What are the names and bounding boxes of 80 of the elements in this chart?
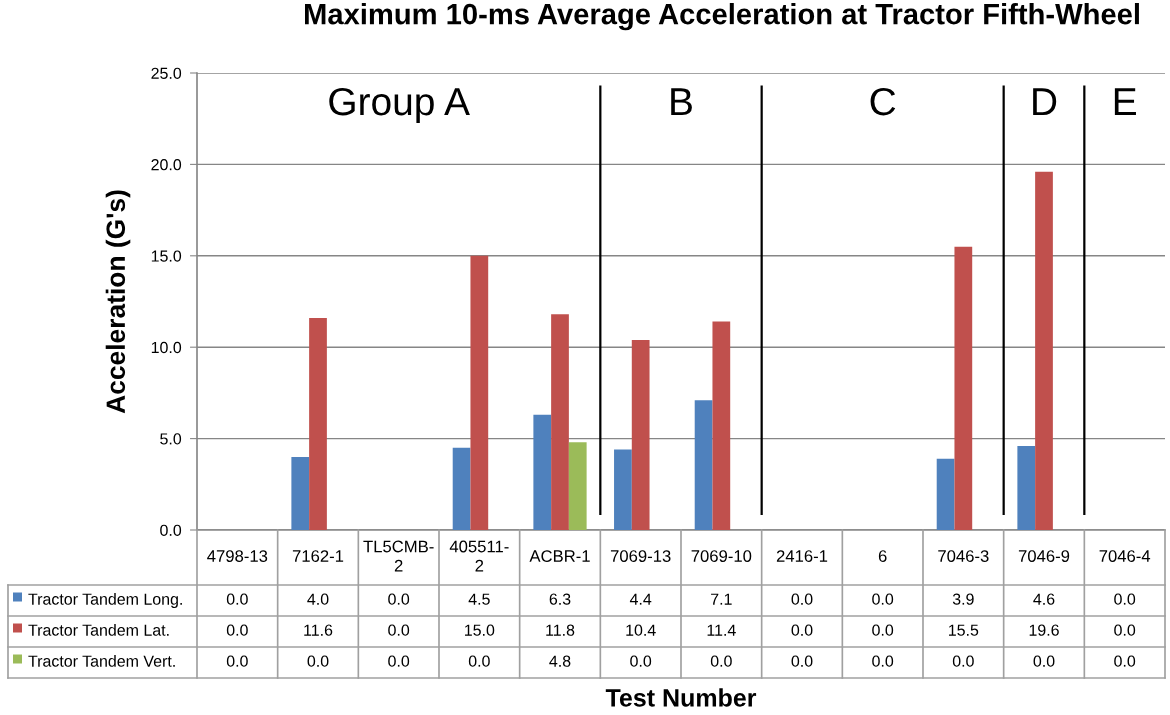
x-tick-label: 7069-10 — [691, 550, 752, 562]
data-label: 0.0 — [791, 624, 813, 636]
x-tick-label: 4798-13 — [207, 550, 268, 562]
data-label: 0.0 — [388, 624, 410, 636]
x-tick-label: 7046-4 — [1099, 550, 1151, 562]
data-label: 3.9 — [952, 593, 974, 605]
x-tick-label: 2416-1 — [776, 550, 828, 562]
bar — [452, 447, 471, 530]
data-label: 0.0 — [952, 655, 974, 667]
data-label: 19.6 — [1029, 624, 1059, 636]
data-label: 4.8 — [549, 655, 571, 667]
bar — [533, 414, 552, 530]
y-tick-label: 0.0 — [160, 524, 182, 536]
x-axis-title: Test Number — [605, 688, 757, 707]
bar — [551, 314, 569, 530]
data-label: 0.0 — [468, 655, 490, 667]
data-label: 4.4 — [629, 593, 652, 605]
annotation: D — [1033, 88, 1057, 116]
data-label: 0.0 — [710, 655, 732, 667]
data-label: 11.4 — [707, 624, 736, 636]
x-tick-label: TL5CMB-2 — [363, 540, 434, 572]
y-tick-label: 25.0 — [151, 67, 182, 79]
data-label: 6.3 — [549, 593, 571, 605]
x-tick-label: 6 — [878, 550, 887, 562]
legend-label: Tractor Tandem Vert. — [28, 655, 175, 667]
x-tick-label: 7046-9 — [1018, 550, 1070, 562]
data-label: 0.0 — [872, 655, 894, 667]
bar — [1035, 171, 1053, 530]
annotation: B — [671, 88, 692, 116]
bar — [291, 456, 310, 530]
data-label: 11.8 — [546, 624, 575, 636]
y-tick-label: 10.0 — [151, 341, 182, 354]
x-tick-label: ACBR-1 — [529, 550, 590, 562]
bar — [614, 449, 632, 530]
data-label: 0.0 — [872, 624, 894, 636]
data-label: 4.0 — [307, 593, 329, 605]
data-label: 0.0 — [1033, 655, 1055, 667]
y-tick-label: 5.0 — [160, 433, 182, 445]
bar — [470, 255, 489, 530]
data-label: 7.1 — [711, 593, 732, 605]
legend-label: Tractor Tandem Lat. — [28, 624, 169, 636]
data-label: 0.0 — [791, 655, 813, 667]
data-label: 0.0 — [388, 655, 410, 667]
x-tick-label: 7162-1 — [292, 550, 344, 562]
bar — [1017, 445, 1036, 530]
bar — [568, 442, 587, 530]
data-label: 0.0 — [791, 593, 813, 605]
legend-label: Tractor Tandem Long. — [28, 593, 182, 608]
bar — [712, 321, 731, 530]
data-label: 0.0 — [630, 655, 652, 667]
x-tick-label: 7069-13 — [610, 550, 671, 562]
y-tick-label: 15.0 — [151, 250, 182, 262]
data-label: 10.4 — [626, 624, 656, 636]
y-tick-label: 20.0 — [151, 159, 182, 171]
data-label: 0.0 — [388, 593, 410, 605]
data-label: 0.0 — [1114, 624, 1136, 636]
data-label: 4.5 — [468, 593, 490, 605]
x-tick-label: 405511-2 — [449, 540, 509, 572]
y-axis-title: Acceleration (G's) — [105, 190, 131, 414]
bar — [309, 317, 327, 530]
data-label: 0.0 — [1114, 593, 1136, 605]
data-label: 15.5 — [949, 624, 979, 636]
bar — [936, 458, 955, 530]
annotation: C — [870, 87, 896, 116]
x-tick-label: 7046-3 — [938, 550, 989, 562]
data-label: 0.0 — [872, 593, 894, 605]
data-label: 0.0 — [226, 655, 248, 667]
data-label: 0.0 — [307, 655, 329, 667]
data-label: 0.0 — [226, 624, 248, 636]
data-label: 4.6 — [1033, 593, 1055, 605]
data-label: 0.0 — [226, 593, 248, 605]
bar — [694, 400, 713, 530]
bar — [954, 246, 973, 530]
chart-title: Maximum 10-ms Average Acceleration at Tractor Fifth-Wheel — [305, 3, 1139, 31]
annotation: E — [1114, 88, 1136, 116]
data-label: 0.0 — [1114, 655, 1136, 667]
annotation: Group A — [329, 87, 470, 124]
data-label: 11.6 — [304, 624, 333, 636]
data-label: 15.0 — [465, 624, 495, 636]
bar — [631, 339, 650, 530]
